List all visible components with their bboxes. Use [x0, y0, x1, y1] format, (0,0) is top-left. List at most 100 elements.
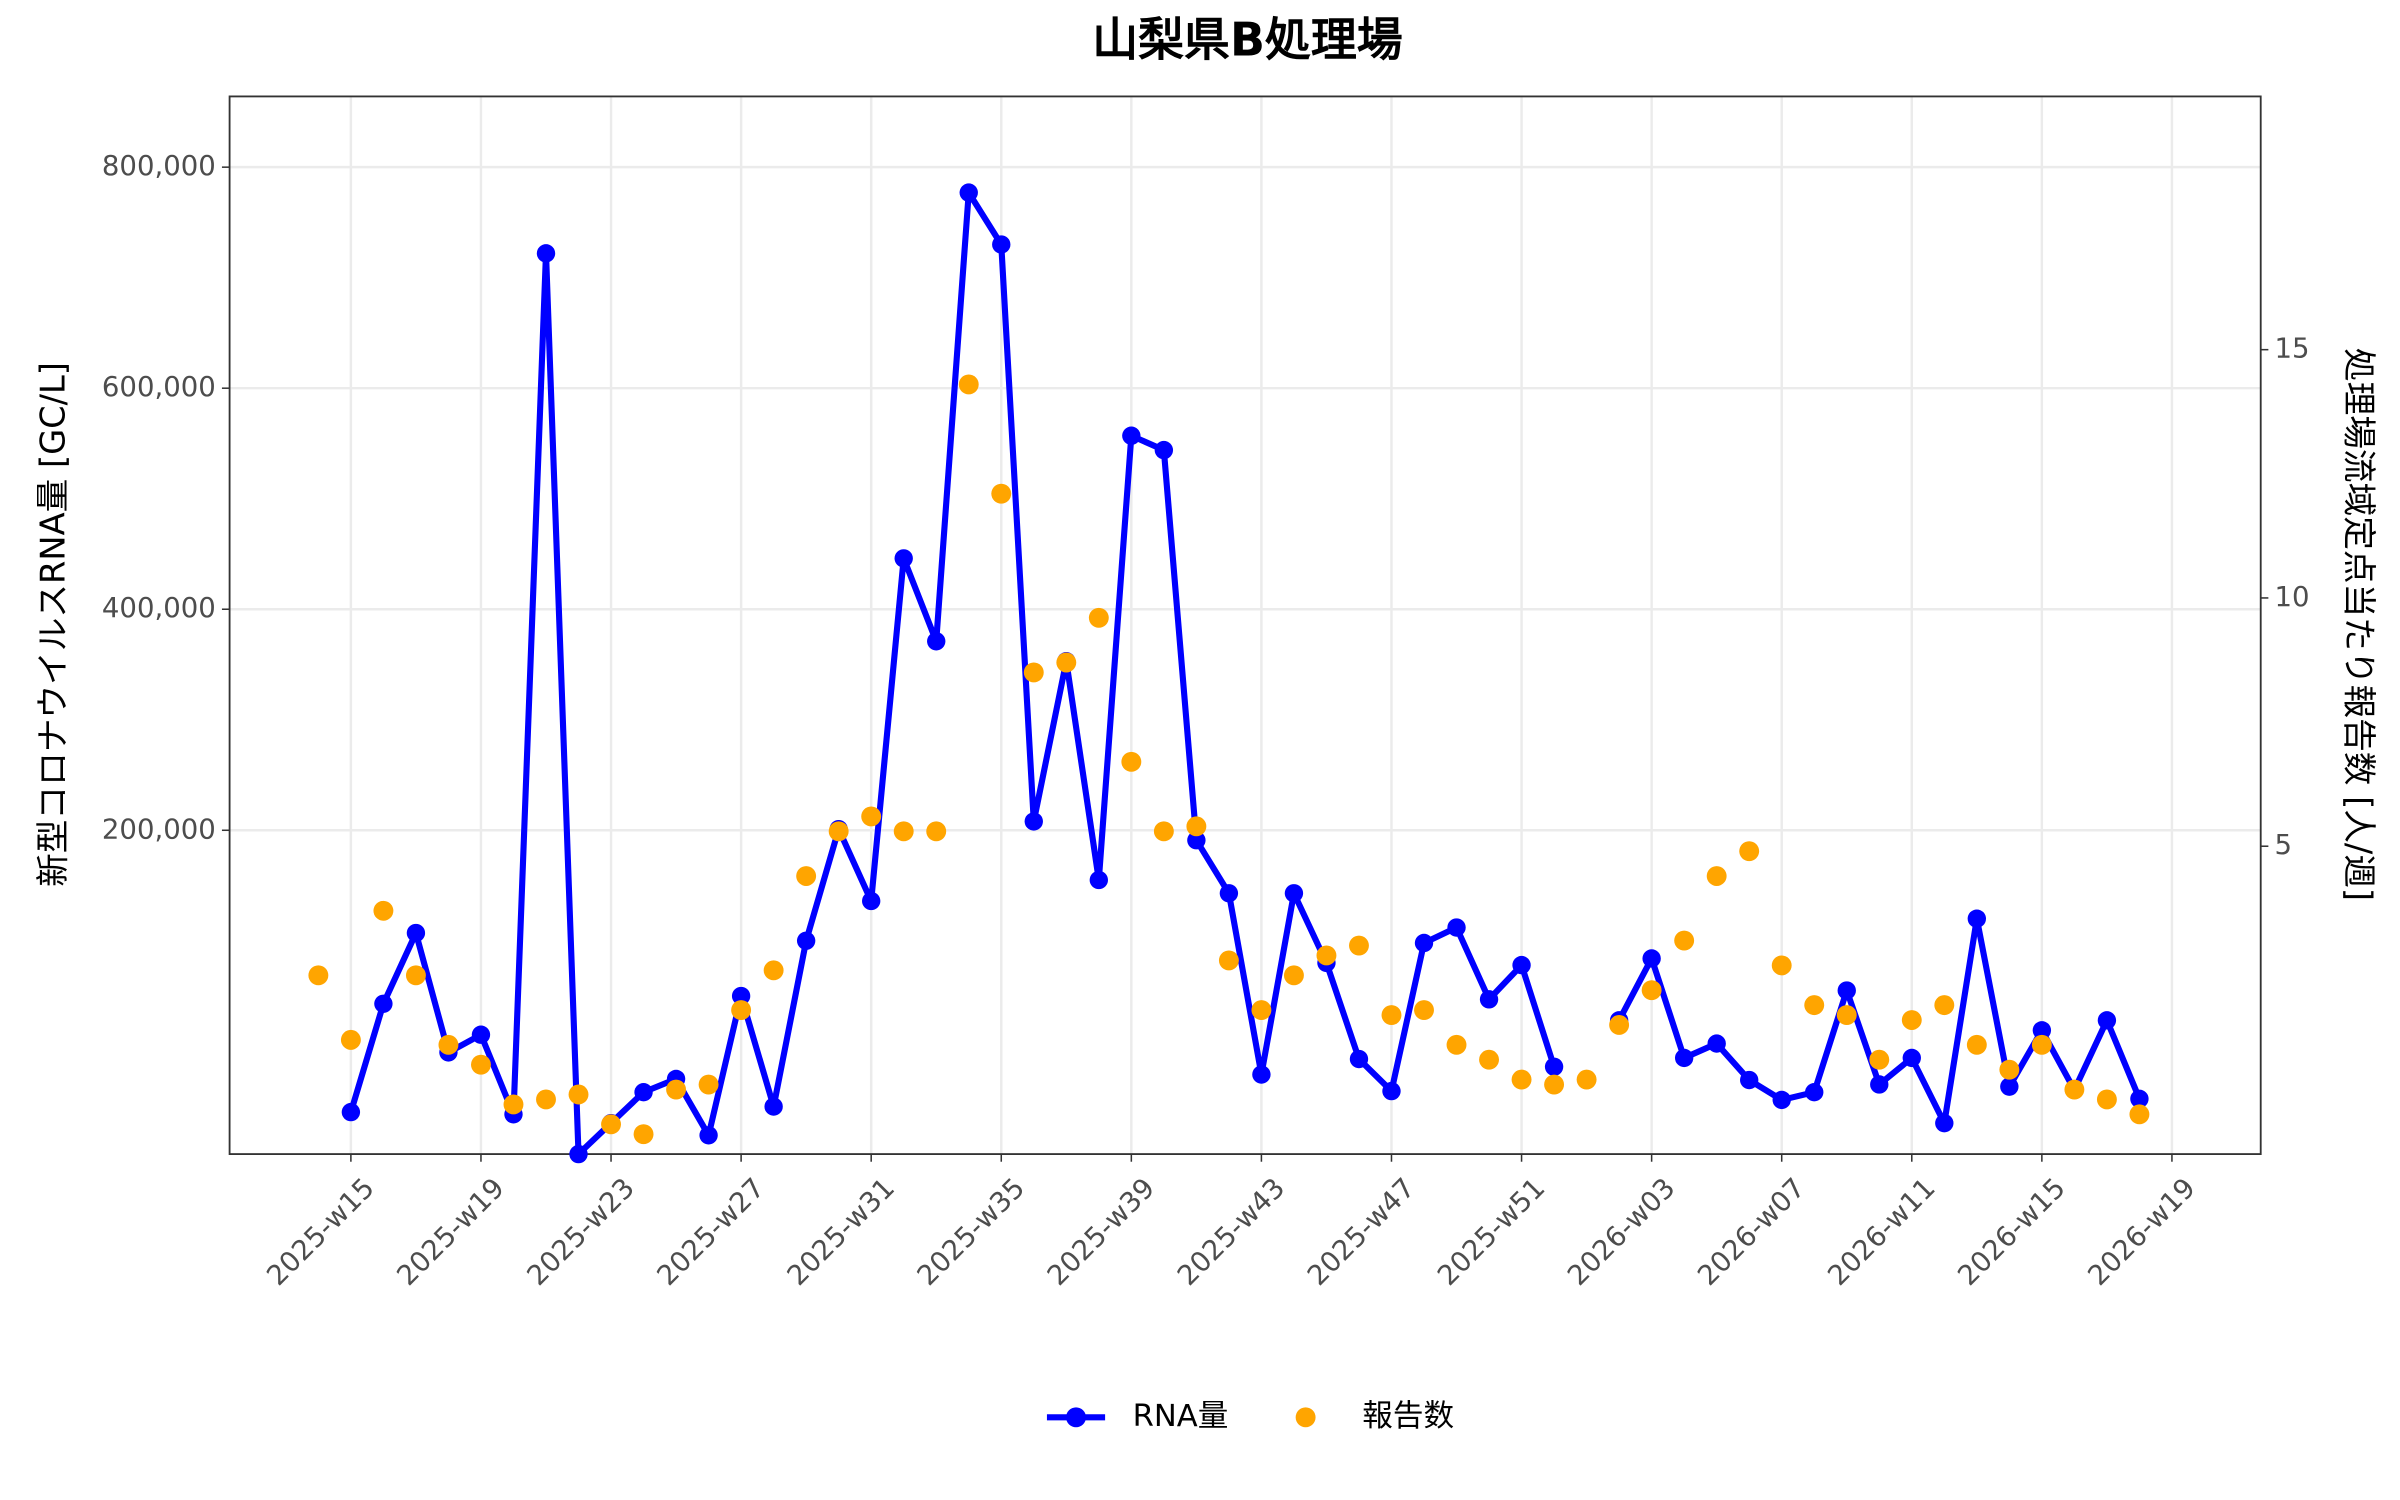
- series: [341, 183, 2149, 1164]
- y2-tick-label: 5: [2274, 829, 2292, 861]
- point: [1479, 1049, 1499, 1070]
- point: [1447, 918, 1466, 937]
- point: [1999, 1059, 2020, 1080]
- point: [666, 1079, 687, 1100]
- point: [2129, 1104, 2150, 1125]
- legend-item: 報告数: [1295, 1399, 1454, 1434]
- point: [1771, 955, 1792, 976]
- point: [927, 632, 946, 651]
- point: [1902, 1048, 1921, 1068]
- point: [406, 923, 426, 943]
- x-tick-label: 2025-w27: [651, 1172, 771, 1292]
- x-tick-label: 2026-w07: [1692, 1172, 1812, 1292]
- point: [601, 1114, 621, 1135]
- point: [471, 1025, 491, 1044]
- point: [1349, 935, 1369, 956]
- point: [438, 1034, 459, 1055]
- point: [926, 821, 947, 842]
- point: [1772, 1090, 1791, 1110]
- point: [764, 1097, 783, 1116]
- point: [2097, 1011, 2117, 1030]
- point: [731, 1000, 752, 1021]
- legend-marker: [1295, 1407, 1316, 1428]
- x-tick-label: 2025-w47: [1301, 1172, 1421, 1292]
- point: [1382, 1081, 1401, 1101]
- point: [828, 821, 849, 842]
- point: [1056, 652, 1077, 673]
- point: [959, 183, 978, 202]
- point: [1707, 1034, 1726, 1053]
- point: [1283, 965, 1304, 986]
- y2-axis-title: 処理場流域定点当たり報告数 [人/週]: [2340, 348, 2379, 901]
- point: [1186, 816, 1207, 837]
- point: [1121, 751, 1142, 772]
- point: [1219, 884, 1239, 903]
- point: [2096, 1089, 2117, 1110]
- line: [347, 189, 1557, 1158]
- point: [341, 1102, 361, 1122]
- legend-label: 報告数: [1362, 1399, 1454, 1434]
- chart-title: 山梨県B処理場: [1092, 12, 1402, 66]
- legend-marker: [1066, 1407, 1086, 1428]
- point: [992, 235, 1011, 254]
- y-axis-title: 新型コロナウイルスRNA量 [GC/L]: [34, 362, 73, 887]
- point: [1122, 426, 1141, 445]
- point: [1641, 980, 1662, 1001]
- point: [536, 1089, 556, 1110]
- y-tick-label: 800,000: [102, 150, 216, 182]
- point: [340, 1029, 361, 1050]
- point: [1706, 866, 1727, 886]
- y2-tick-label: 10: [2274, 581, 2309, 613]
- point: [698, 1074, 719, 1095]
- point: [1511, 1069, 1532, 1090]
- point: [991, 483, 1012, 504]
- plot-border: [228, 95, 2262, 1155]
- point: [796, 866, 817, 886]
- point: [1837, 981, 1856, 1000]
- point: [2031, 1034, 2052, 1055]
- point: [1869, 1049, 1890, 1070]
- point: [1739, 841, 1760, 862]
- point: [1414, 933, 1434, 953]
- point: [568, 1084, 589, 1105]
- x-tick-label: 2026-w11: [1822, 1172, 1942, 1292]
- point: [1935, 1113, 1954, 1133]
- x-tick-label: 2026-w03: [1561, 1172, 1681, 1292]
- point: [569, 1144, 588, 1164]
- point: [1805, 1083, 1824, 1102]
- point: [1153, 821, 1174, 842]
- y2-tick-label: 15: [2274, 333, 2309, 365]
- point: [1901, 1010, 1922, 1030]
- x-tick-label: 2026-w19: [2082, 1172, 2202, 1292]
- x-tick-label: 2025-w19: [391, 1172, 511, 1292]
- x-tick-label: 2025-w39: [1041, 1172, 1161, 1292]
- point: [1088, 607, 1109, 628]
- y-tick-label: 200,000: [102, 813, 216, 845]
- point: [633, 1124, 654, 1145]
- point: [2032, 1021, 2052, 1040]
- series: [308, 374, 2150, 1145]
- point: [1934, 995, 1955, 1016]
- point: [796, 931, 816, 950]
- point: [1544, 1074, 1565, 1095]
- x-tick-label: 2025-w23: [521, 1172, 641, 1292]
- point: [1512, 955, 1531, 975]
- point: [1642, 949, 1661, 968]
- y-tick-label: 400,000: [102, 592, 216, 624]
- point: [1674, 930, 1695, 951]
- point: [2064, 1079, 2085, 1100]
- point: [699, 1126, 718, 1145]
- point: [1023, 662, 1044, 683]
- y-tick-label: 600,000: [102, 371, 216, 403]
- point: [1609, 1015, 1630, 1035]
- point: [1251, 1000, 1272, 1021]
- point: [861, 806, 882, 827]
- legend-label: RNA量: [1133, 1399, 1229, 1434]
- point: [1804, 995, 1825, 1016]
- point: [1414, 1000, 1434, 1021]
- point: [894, 549, 913, 568]
- point: [536, 244, 556, 263]
- x-tick-label: 2025-w31: [781, 1172, 901, 1292]
